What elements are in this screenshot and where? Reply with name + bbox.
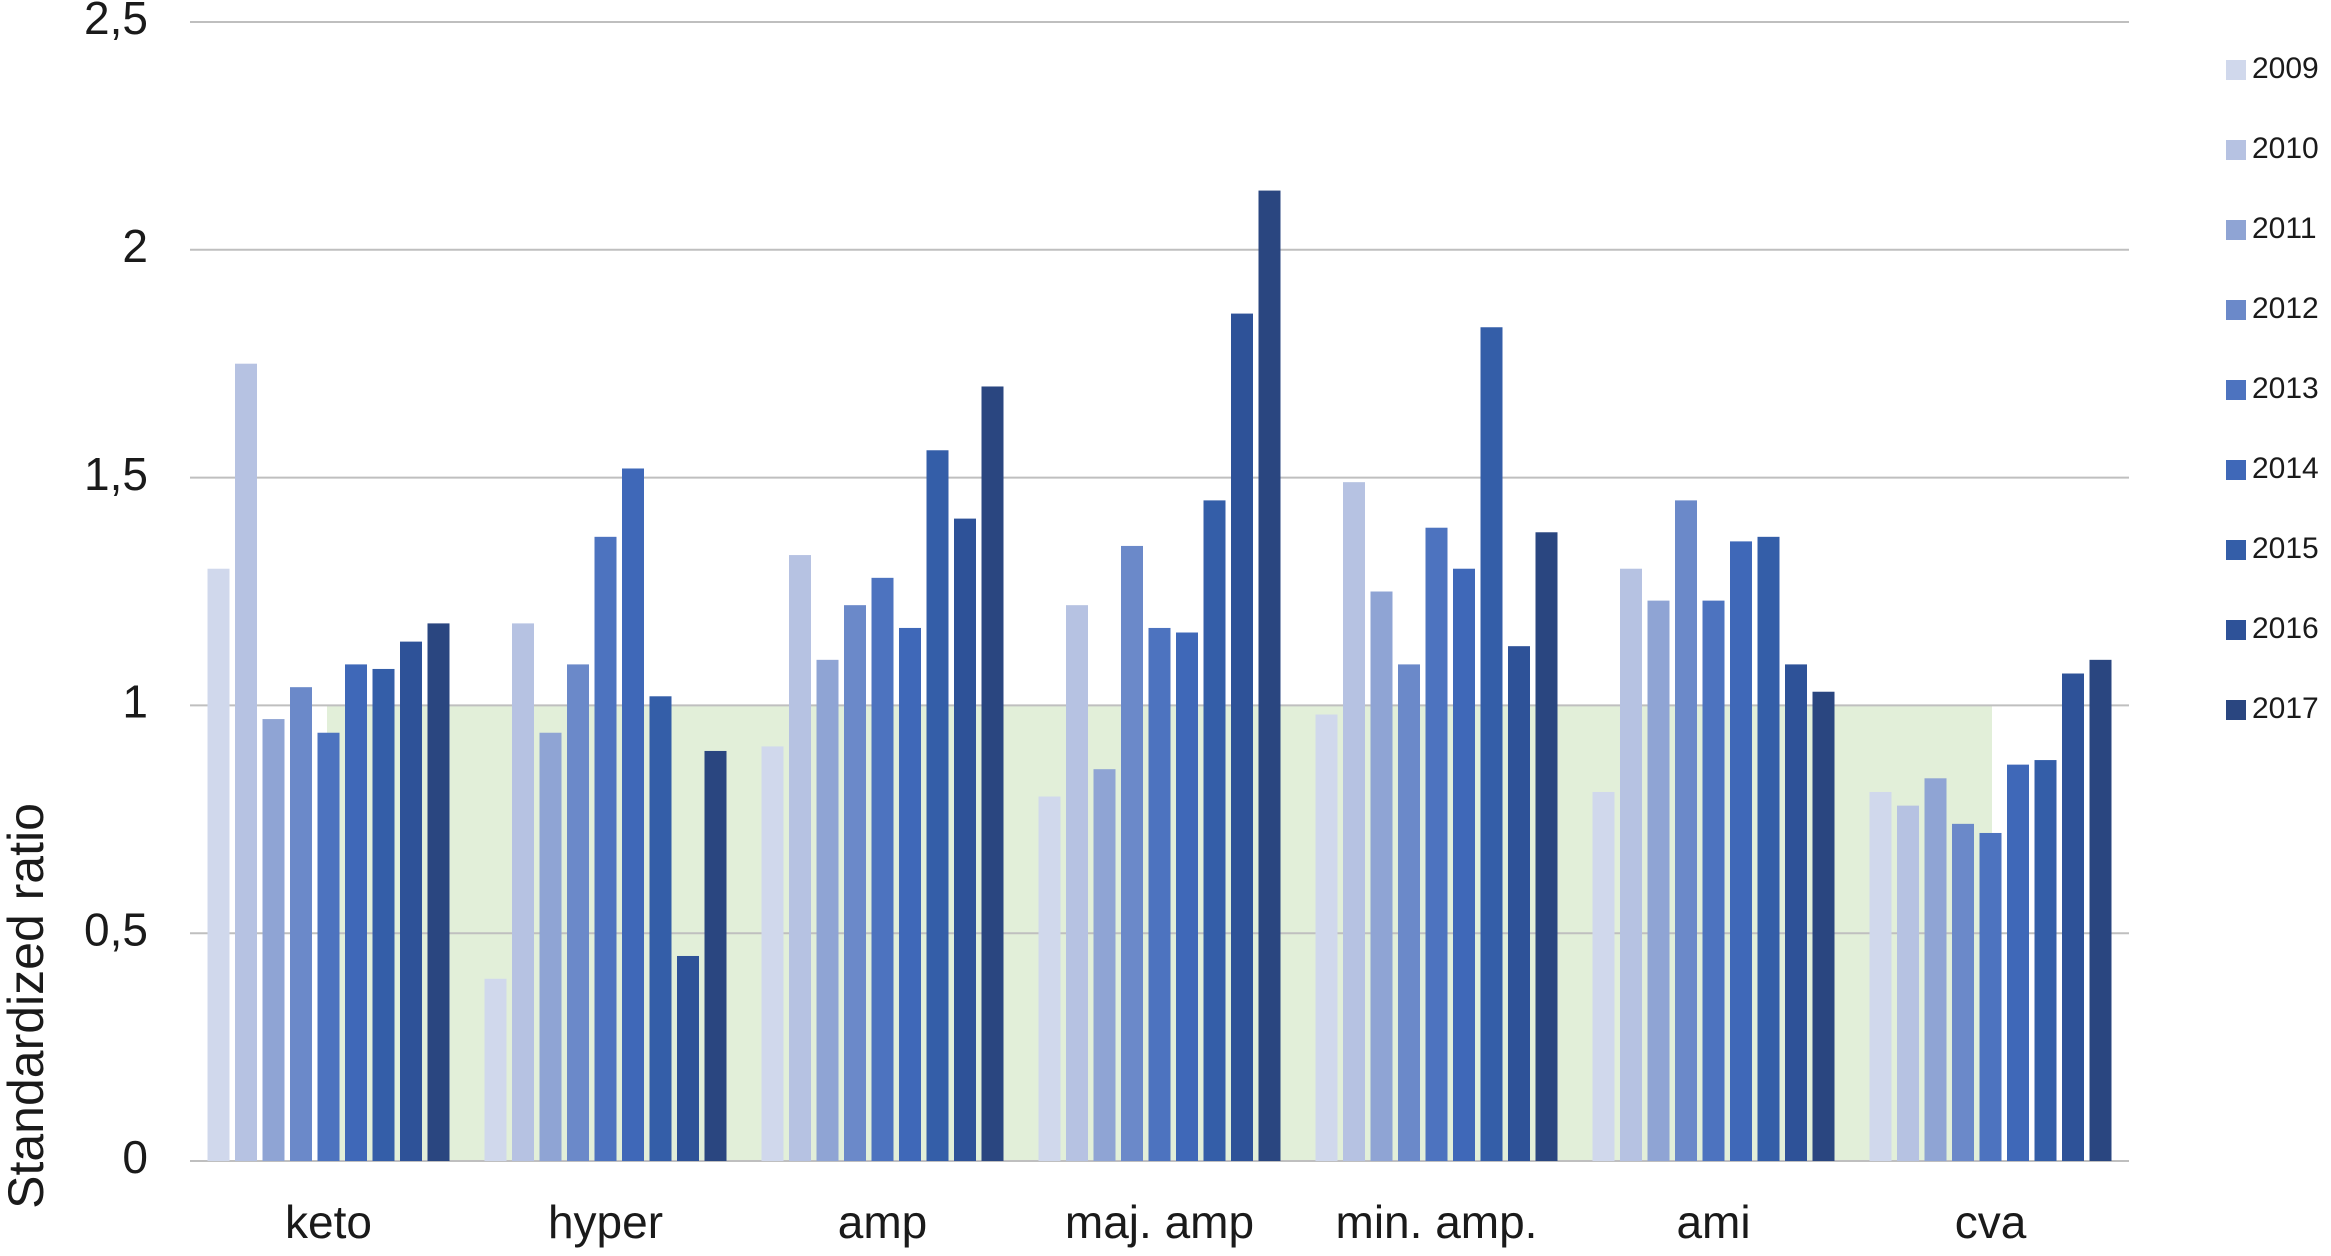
x-tick-label: hyper <box>548 1196 663 1248</box>
bar <box>1535 532 1558 1161</box>
bar <box>1924 778 1947 1161</box>
bar <box>2062 673 2084 1161</box>
bar <box>1453 568 1475 1161</box>
bar <box>2034 760 2057 1161</box>
legend-label: 2010 <box>2252 132 2319 165</box>
bar <box>2089 659 2112 1161</box>
y-tick-label: 1 <box>122 676 148 728</box>
bar <box>981 386 1004 1162</box>
bar <box>539 732 562 1161</box>
bar <box>1812 691 1835 1161</box>
bar <box>1592 791 1615 1161</box>
legend-label: 2017 <box>2252 692 2319 725</box>
bar <box>761 746 784 1161</box>
legend-swatch <box>2226 300 2246 320</box>
bar <box>1979 832 2002 1161</box>
bar <box>1093 769 1116 1161</box>
bar <box>704 750 727 1161</box>
legend-swatch <box>2226 460 2246 480</box>
y-tick-label: 0 <box>122 1131 148 1183</box>
bar <box>1343 482 1365 1161</box>
bar <box>1508 646 1530 1161</box>
y-tick-label: 0,5 <box>84 903 148 955</box>
x-tick-label: cva <box>1955 1196 2027 1248</box>
bar <box>1258 190 1281 1161</box>
x-tick-label: maj. amp <box>1065 1196 1254 1248</box>
bar <box>290 687 312 1161</box>
bar <box>372 668 395 1161</box>
legend-label: 2012 <box>2252 292 2319 325</box>
bar <box>345 664 367 1161</box>
bar <box>677 955 699 1161</box>
bar <box>789 555 811 1161</box>
bar <box>1370 591 1393 1161</box>
bar <box>427 623 450 1161</box>
bar <box>1869 791 1892 1161</box>
legend-label: 2016 <box>2252 612 2319 645</box>
legend-swatch <box>2226 380 2246 400</box>
bar <box>400 641 422 1161</box>
bar <box>1647 600 1670 1161</box>
legend-swatch <box>2226 700 2246 720</box>
bar <box>954 518 976 1161</box>
x-tick-label: keto <box>285 1196 372 1248</box>
bar <box>816 659 839 1161</box>
legend-swatch <box>2226 60 2246 80</box>
bar <box>1176 632 1198 1161</box>
x-tick-label: ami <box>1676 1196 1750 1248</box>
bar <box>871 577 894 1161</box>
bar <box>1785 664 1807 1161</box>
bar <box>594 536 617 1161</box>
bar <box>1148 627 1171 1161</box>
bar <box>317 732 340 1161</box>
legend-label: 2009 <box>2252 52 2319 85</box>
bar <box>1398 664 1420 1161</box>
bar <box>1480 327 1503 1161</box>
bar <box>926 450 949 1161</box>
x-tick-label: min. amp. <box>1336 1196 1538 1248</box>
legend-label: 2013 <box>2252 372 2319 405</box>
bar <box>649 696 672 1161</box>
bar <box>1702 600 1725 1161</box>
bar <box>1203 500 1226 1161</box>
bar <box>1066 605 1088 1161</box>
legend-label: 2014 <box>2252 452 2319 485</box>
x-tick-label: amp <box>838 1196 927 1248</box>
legend-label: 2011 <box>2252 212 2317 245</box>
legend-swatch <box>2226 540 2246 560</box>
bar <box>484 978 507 1161</box>
bar <box>1620 568 1642 1161</box>
bar <box>1231 313 1253 1162</box>
legend-swatch <box>2226 220 2246 240</box>
bar <box>2007 764 2029 1161</box>
bar <box>1425 527 1448 1161</box>
bar <box>1675 500 1697 1161</box>
bar <box>1038 796 1061 1161</box>
bar <box>1730 541 1752 1161</box>
bar <box>844 605 866 1161</box>
y-tick-label: 1,5 <box>84 448 148 500</box>
legend-label: 2015 <box>2252 532 2319 565</box>
bar <box>1315 714 1338 1161</box>
y-tick-label: 2,5 <box>84 0 148 44</box>
y-tick-label: 2 <box>122 220 148 272</box>
bar <box>1952 823 1974 1161</box>
bar <box>1757 536 1780 1161</box>
bar <box>262 719 285 1161</box>
y-axis-label: Standardized ratio <box>0 803 54 1209</box>
bar <box>1897 805 1919 1161</box>
legend-swatch <box>2226 140 2246 160</box>
bar <box>899 627 921 1161</box>
bar <box>207 568 230 1161</box>
bar <box>622 468 644 1161</box>
bar <box>567 664 589 1161</box>
bar <box>512 623 534 1161</box>
legend-swatch <box>2226 620 2246 640</box>
bar <box>1121 545 1143 1161</box>
bar <box>235 363 257 1161</box>
